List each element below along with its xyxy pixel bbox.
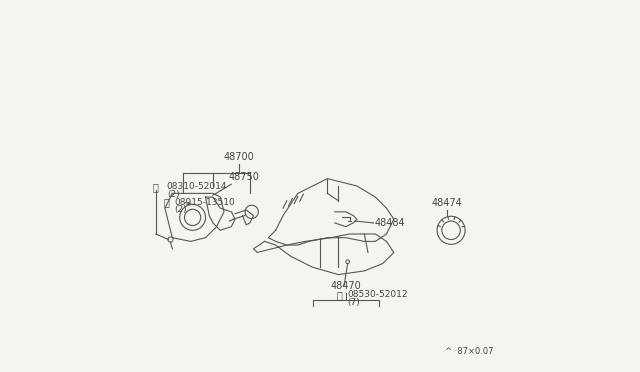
- Text: Ⓦ: Ⓦ: [164, 198, 170, 208]
- Text: Ⓢ: Ⓢ: [153, 182, 159, 192]
- Text: 48700: 48700: [223, 152, 254, 162]
- Text: 08915-13510: 08915-13510: [174, 198, 235, 207]
- Text: ^ ·87×0.07: ^ ·87×0.07: [445, 347, 493, 356]
- Text: (2): (2): [174, 205, 187, 215]
- Text: 48470: 48470: [330, 281, 361, 291]
- Text: 48750: 48750: [229, 172, 260, 182]
- Text: 08310-52014: 08310-52014: [167, 182, 227, 191]
- Text: Ⓢ: Ⓢ: [337, 290, 342, 300]
- Text: 48484: 48484: [374, 218, 405, 228]
- Text: 48474: 48474: [432, 198, 463, 208]
- Text: (2): (2): [167, 190, 179, 199]
- Text: (7): (7): [348, 298, 360, 307]
- Text: 08530-52012: 08530-52012: [348, 291, 408, 299]
